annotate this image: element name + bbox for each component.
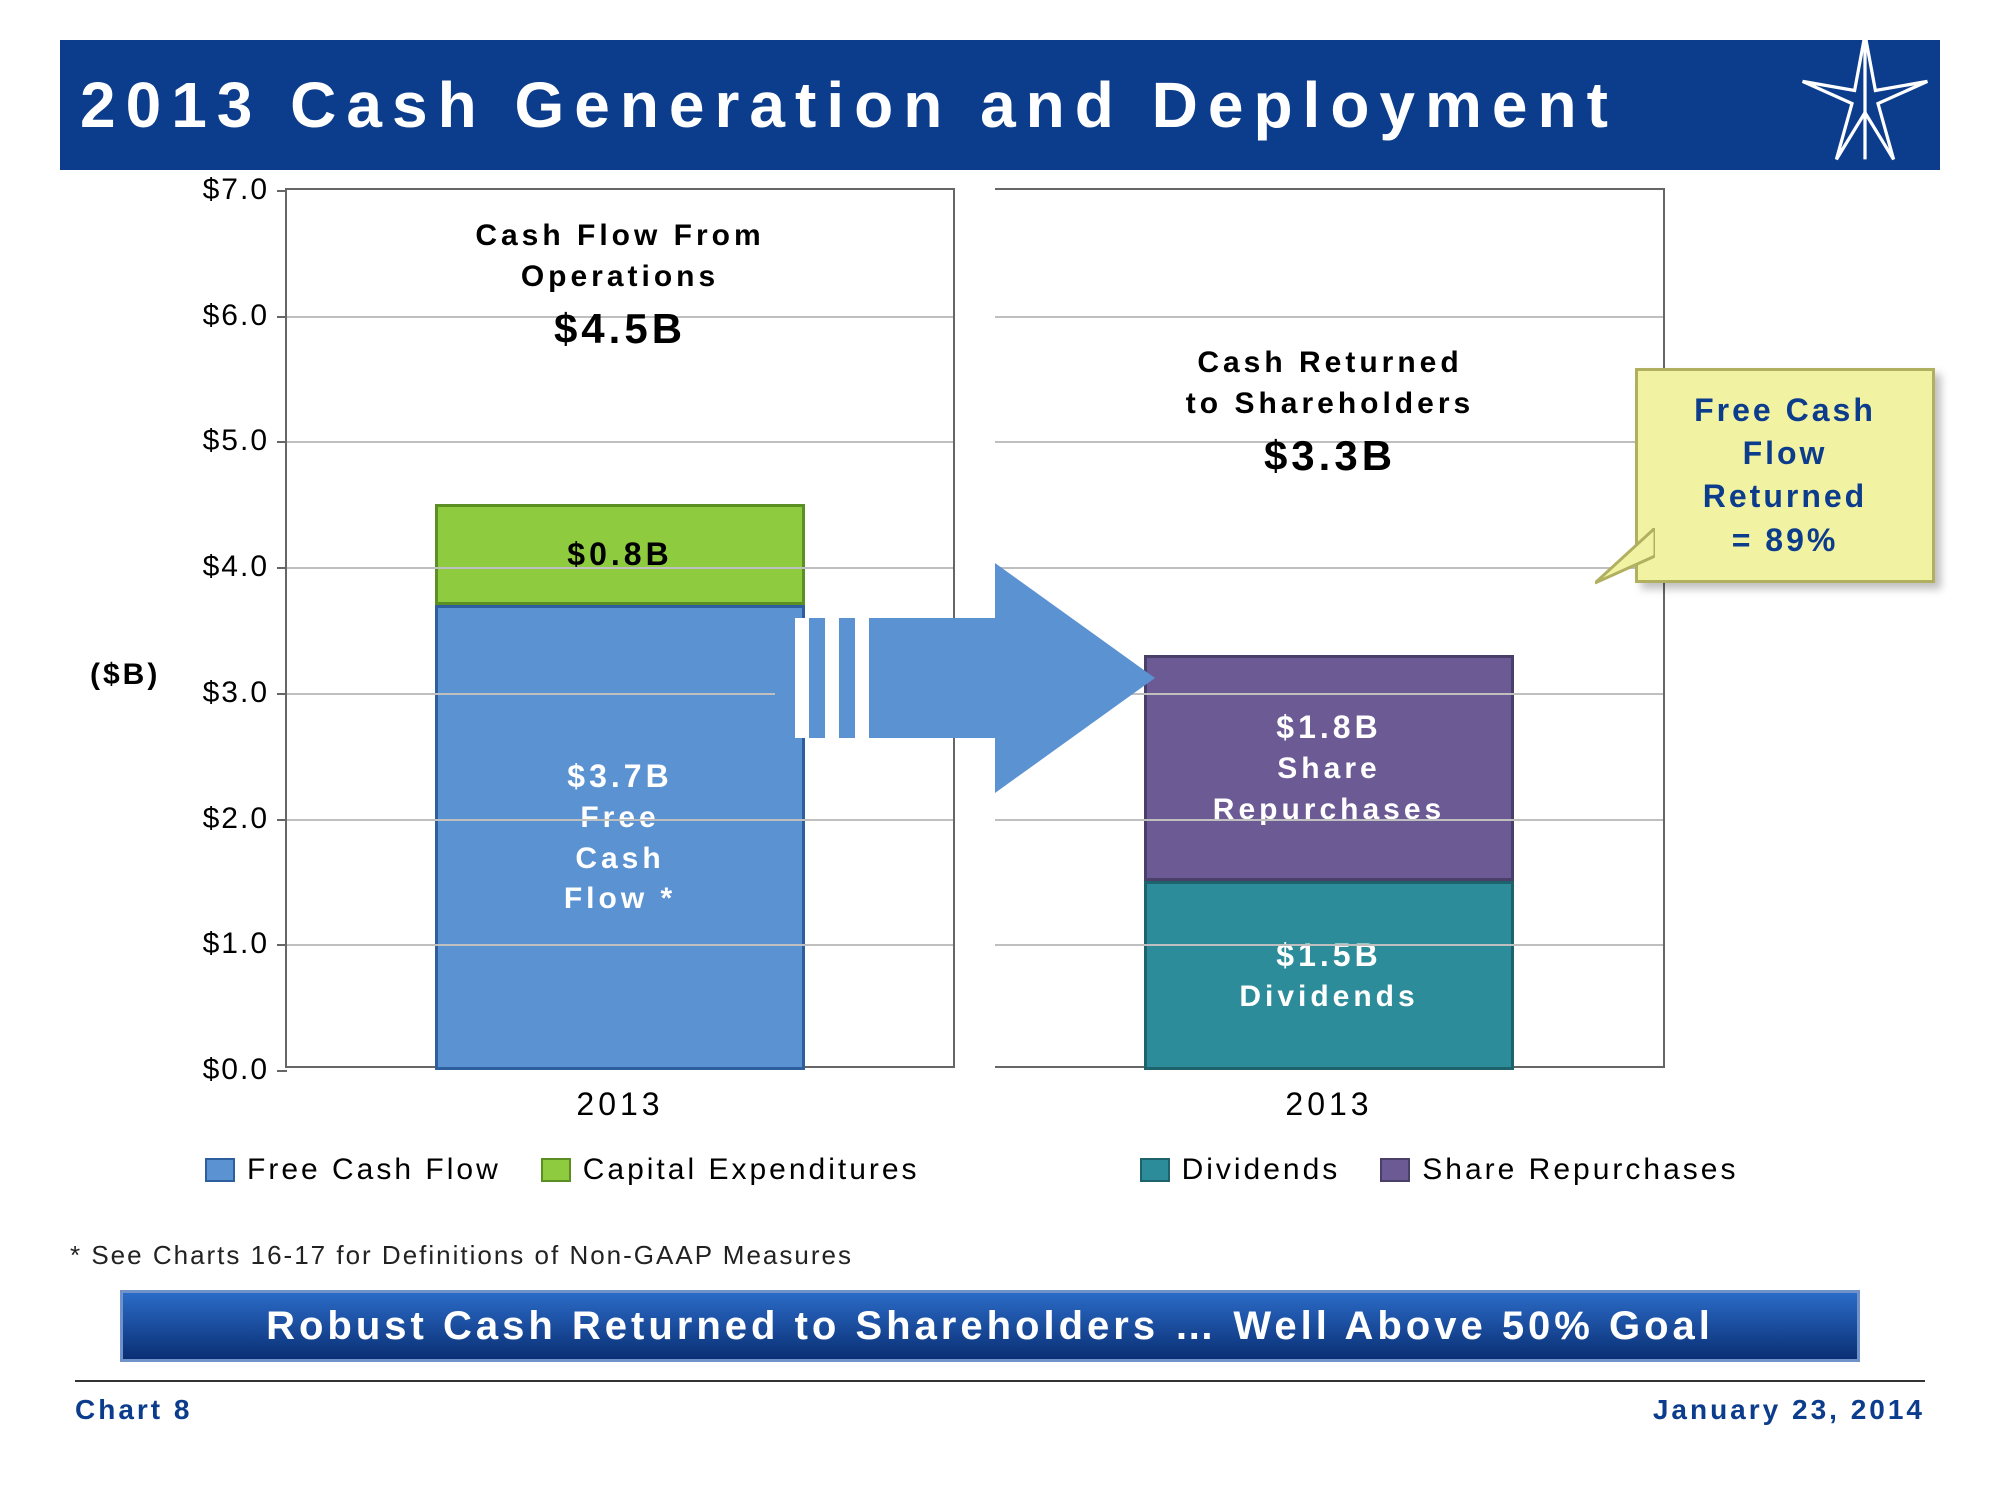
x-category-left: 2013: [287, 1086, 953, 1123]
legend-label: Dividends: [1182, 1153, 1341, 1187]
annotation-cash-from-operations: Cash Flow FromOperations $4.5B: [285, 216, 955, 353]
legend-swatch: [1380, 1158, 1410, 1182]
slide: 2013 Cash Generation and Deployment ($B)…: [60, 40, 1940, 1460]
legend-item: Free Cash Flow: [205, 1153, 501, 1187]
slide-title: 2013 Cash Generation and Deployment: [80, 68, 1618, 142]
y-tick-label: $1.0: [203, 927, 287, 961]
callout-free-cash-flow-returned: Free CashFlow Returned= 89%: [1635, 368, 1935, 583]
title-bar: 2013 Cash Generation and Deployment: [60, 40, 1940, 170]
bottom-banner-text: Robust Cash Returned to Shareholders … W…: [266, 1304, 1714, 1349]
bar-segment-free_cash_flow: $3.7BFreeCashFlow *: [435, 605, 805, 1070]
footer-chart-number: Chart 8: [75, 1394, 192, 1426]
callout-tail-icon: [1595, 528, 1655, 588]
legend-label: Free Cash Flow: [247, 1153, 501, 1187]
star-logo-icon: [1800, 32, 1930, 162]
y-axis-label: ($B): [90, 658, 160, 692]
bar-cash-returned: $1.5BDividends$1.8BShareRepurchases: [1144, 190, 1514, 1070]
legend-item: Capital Expenditures: [541, 1153, 920, 1187]
bar-segment-dividends: $1.5BDividends: [1144, 881, 1514, 1070]
plot-area: $3.7BFreeCashFlow *$0.8B 2013 $0.0$1.0$2…: [195, 188, 1915, 1108]
chart-area: ($B) $3.7BFreeCashFlow *$0.8B 2013 $0.0 $…: [60, 188, 1940, 1208]
annotation-title: Cash Returnedto Shareholders: [995, 343, 1665, 424]
legend-item: Share Repurchases: [1380, 1153, 1738, 1187]
y-tick-label: $7.0: [203, 173, 287, 207]
footnote: * See Charts 16-17 for Definitions of No…: [70, 1240, 853, 1271]
y-tick-label: $3.0: [203, 676, 287, 710]
annotation-title: Cash Flow FromOperations: [285, 216, 955, 297]
y-tick-label: $4.0: [203, 550, 287, 584]
legend-item: Dividends: [1140, 1153, 1341, 1187]
y-tick-label: $2.0: [203, 802, 287, 836]
annotation-cash-returned: Cash Returnedto Shareholders $3.3B: [995, 343, 1665, 480]
legend-label: Share Repurchases: [1422, 1153, 1738, 1187]
legend-swatch: [541, 1158, 571, 1182]
legend-group-deployment: Dividends Share Repurchases: [1140, 1153, 1739, 1187]
bar-segment-share_repurchases: $1.8BShareRepurchases: [1144, 655, 1514, 881]
y-tick-label: $6.0: [203, 299, 287, 333]
y-tick-label: $0.0: [203, 1053, 287, 1087]
x-category-right: 2013: [995, 1086, 1663, 1123]
legend-label: Capital Expenditures: [583, 1153, 920, 1187]
legend-swatch: [1140, 1158, 1170, 1182]
footer: Chart 8 January 23, 2014: [75, 1380, 1925, 1426]
bar-segment-capex: $0.8B: [435, 504, 805, 605]
y-tick-label: $5.0: [203, 424, 287, 458]
annotation-total: $4.5B: [285, 305, 955, 353]
arrow-icon: [775, 563, 1155, 793]
legend-group-generation: Free Cash Flow Capital Expenditures: [205, 1153, 920, 1187]
footer-date: January 23, 2014: [1653, 1394, 1925, 1426]
legend-swatch: [205, 1158, 235, 1182]
bottom-banner: Robust Cash Returned to Shareholders … W…: [120, 1290, 1860, 1362]
annotation-total: $3.3B: [995, 432, 1665, 480]
legend: Free Cash Flow Capital Expenditures Divid…: [195, 1153, 1915, 1187]
